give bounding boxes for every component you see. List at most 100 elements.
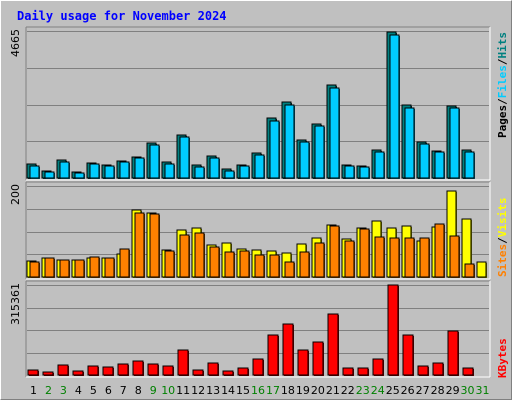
bar-sites-day-11 xyxy=(179,234,190,278)
bar-kbytes-day-4 xyxy=(72,370,84,376)
label-pages: Pages xyxy=(496,105,509,138)
bar-files-day-18 xyxy=(284,104,295,179)
bar-kbytes-day-6 xyxy=(102,366,114,376)
label-visits: Visits xyxy=(496,198,509,238)
x-tick-label: 8 xyxy=(135,384,142,397)
bar-kbytes-day-26 xyxy=(402,334,414,376)
bar-files-day-27 xyxy=(419,143,430,179)
x-tick-label: 1 xyxy=(30,384,37,397)
bar-sites-day-16 xyxy=(254,254,265,278)
bar-sites-day-5 xyxy=(89,256,100,278)
bar-sites-day-4 xyxy=(74,259,85,278)
chart-title: Daily usage for November 2024 xyxy=(17,9,227,23)
bar-sites-day-8 xyxy=(134,212,145,278)
x-tick-label: 4 xyxy=(75,384,82,397)
bar-kbytes-day-23 xyxy=(357,367,369,376)
x-tick-label: 5 xyxy=(90,384,97,397)
bar-files-day-8 xyxy=(134,157,145,179)
bar-kbytes-day-13 xyxy=(207,362,219,376)
bar-sites-day-24 xyxy=(374,236,385,278)
bar-files-day-26 xyxy=(404,107,415,179)
bar-files-day-5 xyxy=(89,163,100,179)
bar-kbytes-day-18 xyxy=(282,323,294,376)
bar-files-day-16 xyxy=(254,154,265,179)
bar-kbytes-day-14 xyxy=(222,370,234,376)
bar-files-day-21 xyxy=(329,87,340,179)
x-tick-label: 11 xyxy=(176,384,190,397)
bar-kbytes-day-12 xyxy=(192,369,204,376)
bar-kbytes-day-25 xyxy=(387,284,399,376)
bar-kbytes-day-11 xyxy=(177,349,189,376)
x-tick-label: 2 xyxy=(45,384,52,397)
bar-files-day-10 xyxy=(164,163,175,179)
x-tick-label: 16 xyxy=(251,384,265,397)
bar-files-day-22 xyxy=(344,165,355,179)
x-tick-label: 13 xyxy=(206,384,220,397)
x-tick-label: 24 xyxy=(371,384,385,397)
bar-files-day-20 xyxy=(314,125,325,179)
label-files: Files xyxy=(496,65,509,98)
bar-kbytes-day-16 xyxy=(252,358,264,376)
y-series-label: KBytes xyxy=(496,338,509,378)
bar-sites-day-23 xyxy=(359,228,370,278)
label-separator: / xyxy=(496,58,509,65)
bar-sites-day-22 xyxy=(344,240,355,278)
x-tick-label: 29 xyxy=(446,384,460,397)
bar-visits-day-31 xyxy=(476,261,487,278)
bar-sites-day-28 xyxy=(434,223,445,278)
bar-files-day-9 xyxy=(149,144,160,179)
bar-files-day-23 xyxy=(359,166,370,179)
panel-kbytes: 315361 KBytes xyxy=(9,280,509,378)
bar-kbytes-day-8 xyxy=(132,360,144,376)
bar-kbytes-day-15 xyxy=(237,367,249,376)
chart-panels: 4665Pages/Files/Hits200Sites/Visits31536… xyxy=(9,26,509,378)
x-tick-label: 23 xyxy=(356,384,370,397)
bar-sites-day-14 xyxy=(224,251,235,278)
bar-kbytes-day-29 xyxy=(447,330,459,376)
bar-files-day-12 xyxy=(194,166,205,179)
y-series-label: Pages/Files/Hits xyxy=(496,32,509,138)
bar-files-day-19 xyxy=(299,141,310,179)
bar-sites-day-1 xyxy=(29,261,40,278)
x-tick-label: 10 xyxy=(161,384,175,397)
bar-files-day-29 xyxy=(449,107,460,179)
label-sites: Sites xyxy=(496,244,509,277)
x-tick-label: 12 xyxy=(191,384,205,397)
bar-files-day-13 xyxy=(209,157,220,179)
bar-files-day-7 xyxy=(119,161,130,179)
bar-sites-day-2 xyxy=(44,257,55,278)
bar-files-day-25 xyxy=(389,34,400,179)
x-tick-label: 25 xyxy=(386,384,400,397)
y-max-label: 200 xyxy=(9,184,22,205)
bar-sites-day-18 xyxy=(284,261,295,278)
bar-kbytes-day-27 xyxy=(417,365,429,376)
label-kbytes: KBytes xyxy=(496,338,509,378)
bar-kbytes-day-20 xyxy=(312,341,324,376)
x-tick-label: 26 xyxy=(401,384,415,397)
bar-sites-day-7 xyxy=(119,248,130,278)
bar-files-day-30 xyxy=(464,151,475,179)
x-axis-ticks: 1 2 3 4 5 6 7 8 9 10 11 12 13 14 15 16 17 18 19 20 21 22 23 24 2… xyxy=(30,384,490,397)
bar-kbytes-day-17 xyxy=(267,334,279,376)
bar-kbytes-day-9 xyxy=(147,363,159,376)
bar-sites-day-17 xyxy=(269,254,280,278)
x-tick-label: 30 xyxy=(461,384,475,397)
bar-kbytes-day-1 xyxy=(27,369,39,376)
x-tick-label: 14 xyxy=(221,384,235,397)
x-tick-label: 17 xyxy=(266,384,280,397)
x-tick-label: 31 xyxy=(476,384,490,397)
bar-sites-day-26 xyxy=(404,237,415,278)
bar-sites-day-20 xyxy=(314,242,325,278)
bar-sites-day-21 xyxy=(329,225,340,278)
y-max-label: 4665 xyxy=(9,29,22,57)
bar-kbytes-day-10 xyxy=(162,365,174,376)
x-tick-label: 28 xyxy=(431,384,445,397)
bar-sites-day-30 xyxy=(464,263,475,278)
bar-sites-day-19 xyxy=(299,251,310,278)
bar-kbytes-day-3 xyxy=(57,364,69,376)
bar-files-day-3 xyxy=(59,161,70,179)
bar-files-day-28 xyxy=(434,151,445,179)
